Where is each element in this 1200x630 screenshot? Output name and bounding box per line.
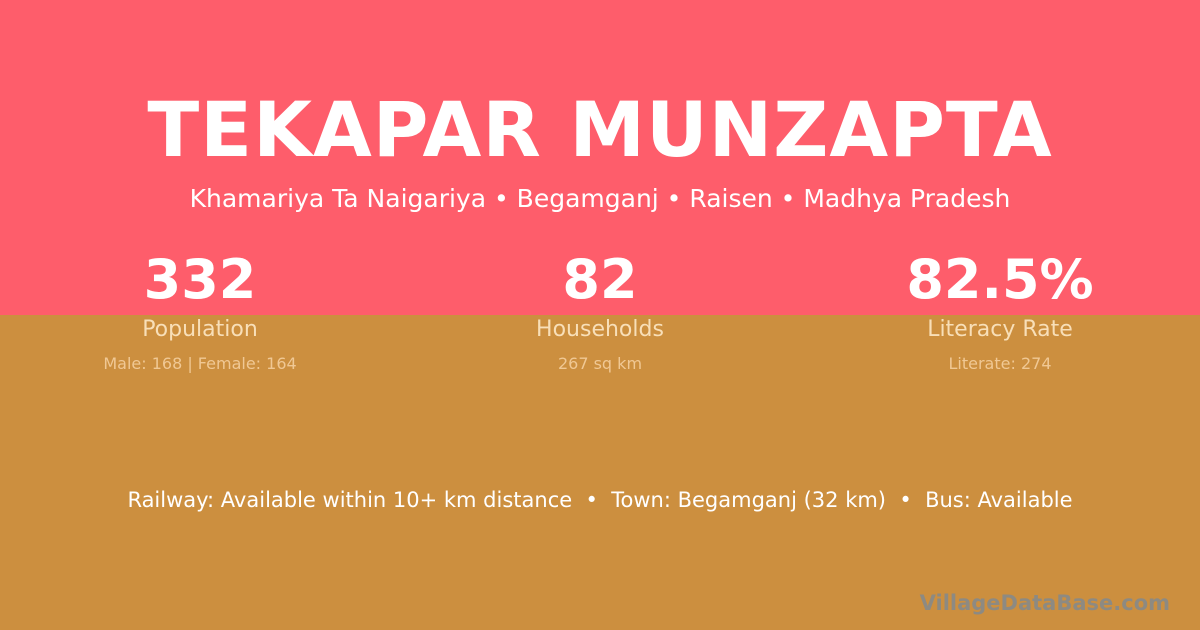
stat-literacy: 82.5% Literacy Rate Literate: 274 bbox=[850, 248, 1150, 376]
header-band bbox=[0, 0, 1200, 315]
stat-label: Households bbox=[536, 317, 664, 342]
footer-band bbox=[0, 315, 1200, 630]
village-title: TEKAPAR MUNZAPTA bbox=[147, 85, 1053, 174]
stat-detail: Male: 168 | Female: 164 bbox=[103, 354, 297, 373]
stat-detail: 267 sq km bbox=[557, 354, 643, 373]
stat-households: 82 Households 267 sq km bbox=[450, 248, 750, 376]
stat-label: Literacy Rate bbox=[927, 317, 1073, 342]
facilities-line: Railway: Available within 10+ km distanc… bbox=[127, 488, 1073, 512]
stat-detail: Literate: 274 bbox=[948, 354, 1052, 373]
stat-value: 332 bbox=[143, 248, 257, 311]
brand-watermark: VillageDataBase.com bbox=[919, 591, 1170, 615]
stat-value: 82 bbox=[562, 248, 638, 311]
stat-value: 82.5% bbox=[906, 248, 1094, 311]
location-breadcrumb: Khamariya Ta Naigariya • Begamganj • Rai… bbox=[189, 184, 1011, 213]
stat-population: 332 Population Male: 168 | Female: 164 bbox=[50, 248, 350, 376]
stat-label: Population bbox=[142, 317, 258, 342]
